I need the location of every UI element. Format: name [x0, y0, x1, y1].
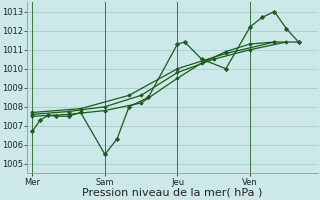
- X-axis label: Pression niveau de la mer( hPa ): Pression niveau de la mer( hPa ): [83, 188, 263, 198]
